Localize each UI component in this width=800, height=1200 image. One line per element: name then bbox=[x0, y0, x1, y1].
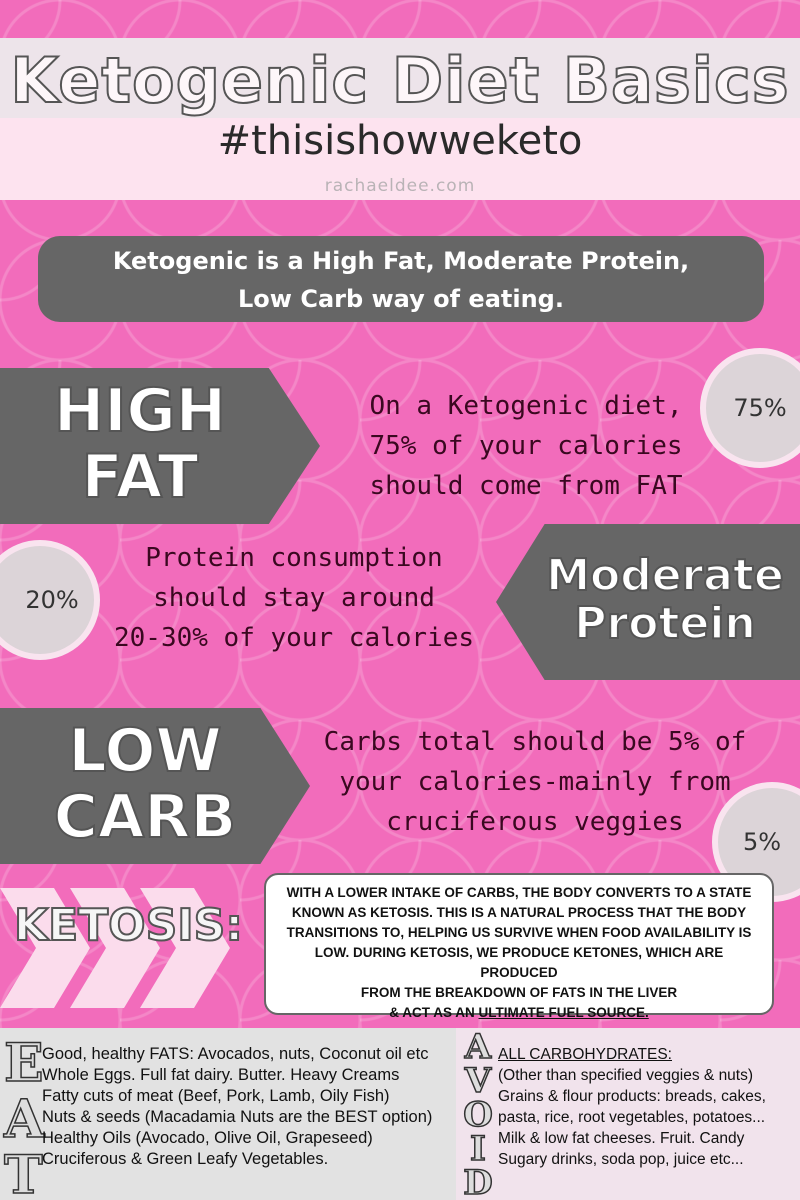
avoid-letter: V bbox=[464, 1061, 492, 1101]
high-fat-text-line-3: should come from FAT bbox=[369, 471, 683, 501]
high-fat-banner bbox=[0, 368, 320, 524]
list-item: pasta, rice, root vegetables, potatoes..… bbox=[498, 1109, 766, 1126]
moderate-protein-text-line-1: Protein consumption bbox=[145, 543, 443, 573]
low-carb-text: Carbs total should be 5% of your calorie… bbox=[300, 722, 770, 842]
page-title: Ketogenic Diet Basics bbox=[9, 43, 790, 118]
moderate-protein-label: Moderate Protein bbox=[530, 550, 800, 650]
high-fat-label-line-2: FAT bbox=[81, 442, 200, 512]
avoid-letter: I bbox=[469, 1129, 486, 1169]
moderate-protein-label-line-1: Moderate bbox=[545, 550, 785, 601]
moderate-protein-text-line-2: should stay around bbox=[153, 583, 435, 613]
list-item: Sugary drinks, soda pop, juice etc... bbox=[498, 1151, 744, 1168]
ultimate-fuel-source: ultimate fuel source. bbox=[478, 1005, 649, 1020]
ketosis-info-box: With a lower intake of carbs, the body c… bbox=[264, 873, 774, 1020]
list-item: Milk & low fat cheeses. Fruit. Candy bbox=[498, 1130, 745, 1147]
ketosis-line-2: known as ketosis. This is a natural proc… bbox=[291, 905, 747, 920]
avoid-letter: D bbox=[463, 1163, 494, 1200]
list-item: Healthy Oils (Avocado, Olive Oil, Grapes… bbox=[42, 1129, 373, 1147]
high-fat-label-line-1: HIGH bbox=[53, 376, 227, 446]
moderate-protein-percent: 20% bbox=[25, 586, 79, 614]
low-carb-text-line-2: your calories-mainly from bbox=[339, 767, 731, 797]
avoid-panel bbox=[456, 1028, 800, 1200]
eat-letter: T bbox=[3, 1145, 43, 1200]
eat-letter: A bbox=[3, 1089, 45, 1150]
hashtag: #thisishowweketo bbox=[217, 118, 583, 164]
moderate-protein-percent-badge: 20% bbox=[0, 540, 100, 660]
high-fat-percent-badge: 75% bbox=[700, 348, 800, 468]
eat-vertical-title: E A T bbox=[3, 1033, 45, 1200]
list-item: Good, healthy FATS: Avocados, nuts, Coco… bbox=[42, 1045, 429, 1063]
low-carb-text-line-3: cruciferous veggies bbox=[386, 807, 684, 837]
list-item: (Other than specified veggies & nuts) bbox=[498, 1067, 754, 1084]
low-carb-label-line-2: CARB bbox=[53, 782, 237, 852]
moderate-protein-label-line-2: Protein bbox=[573, 598, 756, 650]
high-fat-percent: 75% bbox=[733, 394, 787, 422]
list-item: Whole Eggs. Full fat dairy. Butter. Heav… bbox=[42, 1066, 400, 1084]
ketosis-title: KETOSIS: bbox=[13, 899, 244, 952]
intro-line-1: Ketogenic is a High Fat, Moderate Protei… bbox=[112, 247, 690, 275]
site-url: rachaeldee.com bbox=[324, 176, 476, 196]
intro-line-2: Low Carb way of eating. bbox=[238, 285, 564, 313]
avoid-vertical-title: A V O I D bbox=[462, 1027, 494, 1200]
low-carb-banner bbox=[0, 708, 310, 864]
list-item: Cruciferous & Green Leafy Vegetables. bbox=[42, 1150, 329, 1168]
intro-banner: Ketogenic is a High Fat, Moderate Protei… bbox=[38, 236, 764, 322]
ketosis-line-3: transitions to, helping us survive when … bbox=[286, 925, 752, 940]
high-fat-text: On a Ketogenic diet, 75% of your calorie… bbox=[326, 386, 726, 506]
eat-list: Good, healthy FATS: Avocados, nuts, Coco… bbox=[42, 1044, 432, 1170]
low-carb-percent: 5% bbox=[742, 828, 782, 856]
list-item: Fatty cuts of meat (Beef, Pork, Lamb, Oi… bbox=[42, 1087, 390, 1105]
header-title-band bbox=[0, 38, 800, 118]
low-carb-label: LOW CARB bbox=[40, 716, 250, 852]
avoid-list: ALL CARBOHYDRATES: (Other than specified… bbox=[498, 1044, 766, 1170]
moderate-protein-text-line-3: 20-30% of your calories bbox=[113, 623, 475, 653]
eat-letter: E bbox=[3, 1033, 44, 1094]
list-item: Grains & flour products: breads, cakes, bbox=[498, 1088, 766, 1105]
high-fat-text-line-2: 75% of your calories bbox=[369, 431, 683, 461]
eat-panel bbox=[0, 1028, 456, 1200]
avoid-letter: A bbox=[464, 1027, 492, 1067]
high-fat-label: HIGH FAT bbox=[40, 376, 240, 512]
ketosis-line-6: & act as an ultimate fuel source. bbox=[280, 1003, 758, 1023]
avoid-letter: O bbox=[462, 1095, 493, 1135]
moderate-protein-text: Protein consumption should stay around 2… bbox=[94, 538, 494, 658]
list-item: ALL CARBOHYDRATES: bbox=[498, 1046, 672, 1063]
ketosis-line-1: With a lower intake of carbs, the body c… bbox=[286, 885, 752, 900]
ketosis-line-5: from the breakdown of fats in the liver bbox=[360, 985, 678, 1000]
low-carb-label-line-1: LOW bbox=[67, 716, 222, 786]
list-item: Nuts & seeds (Macadamia Nuts are the BES… bbox=[42, 1108, 433, 1126]
ketosis-line-4: low. During ketosis, we produce ketones,… bbox=[314, 945, 724, 980]
moderate-protein-banner bbox=[496, 524, 800, 680]
high-fat-text-line-1: On a Ketogenic diet, bbox=[369, 391, 683, 421]
ketosis-line-6-text: & act as an bbox=[389, 1005, 479, 1020]
low-carb-text-line-1: Carbs total should be 5% of bbox=[323, 727, 747, 757]
